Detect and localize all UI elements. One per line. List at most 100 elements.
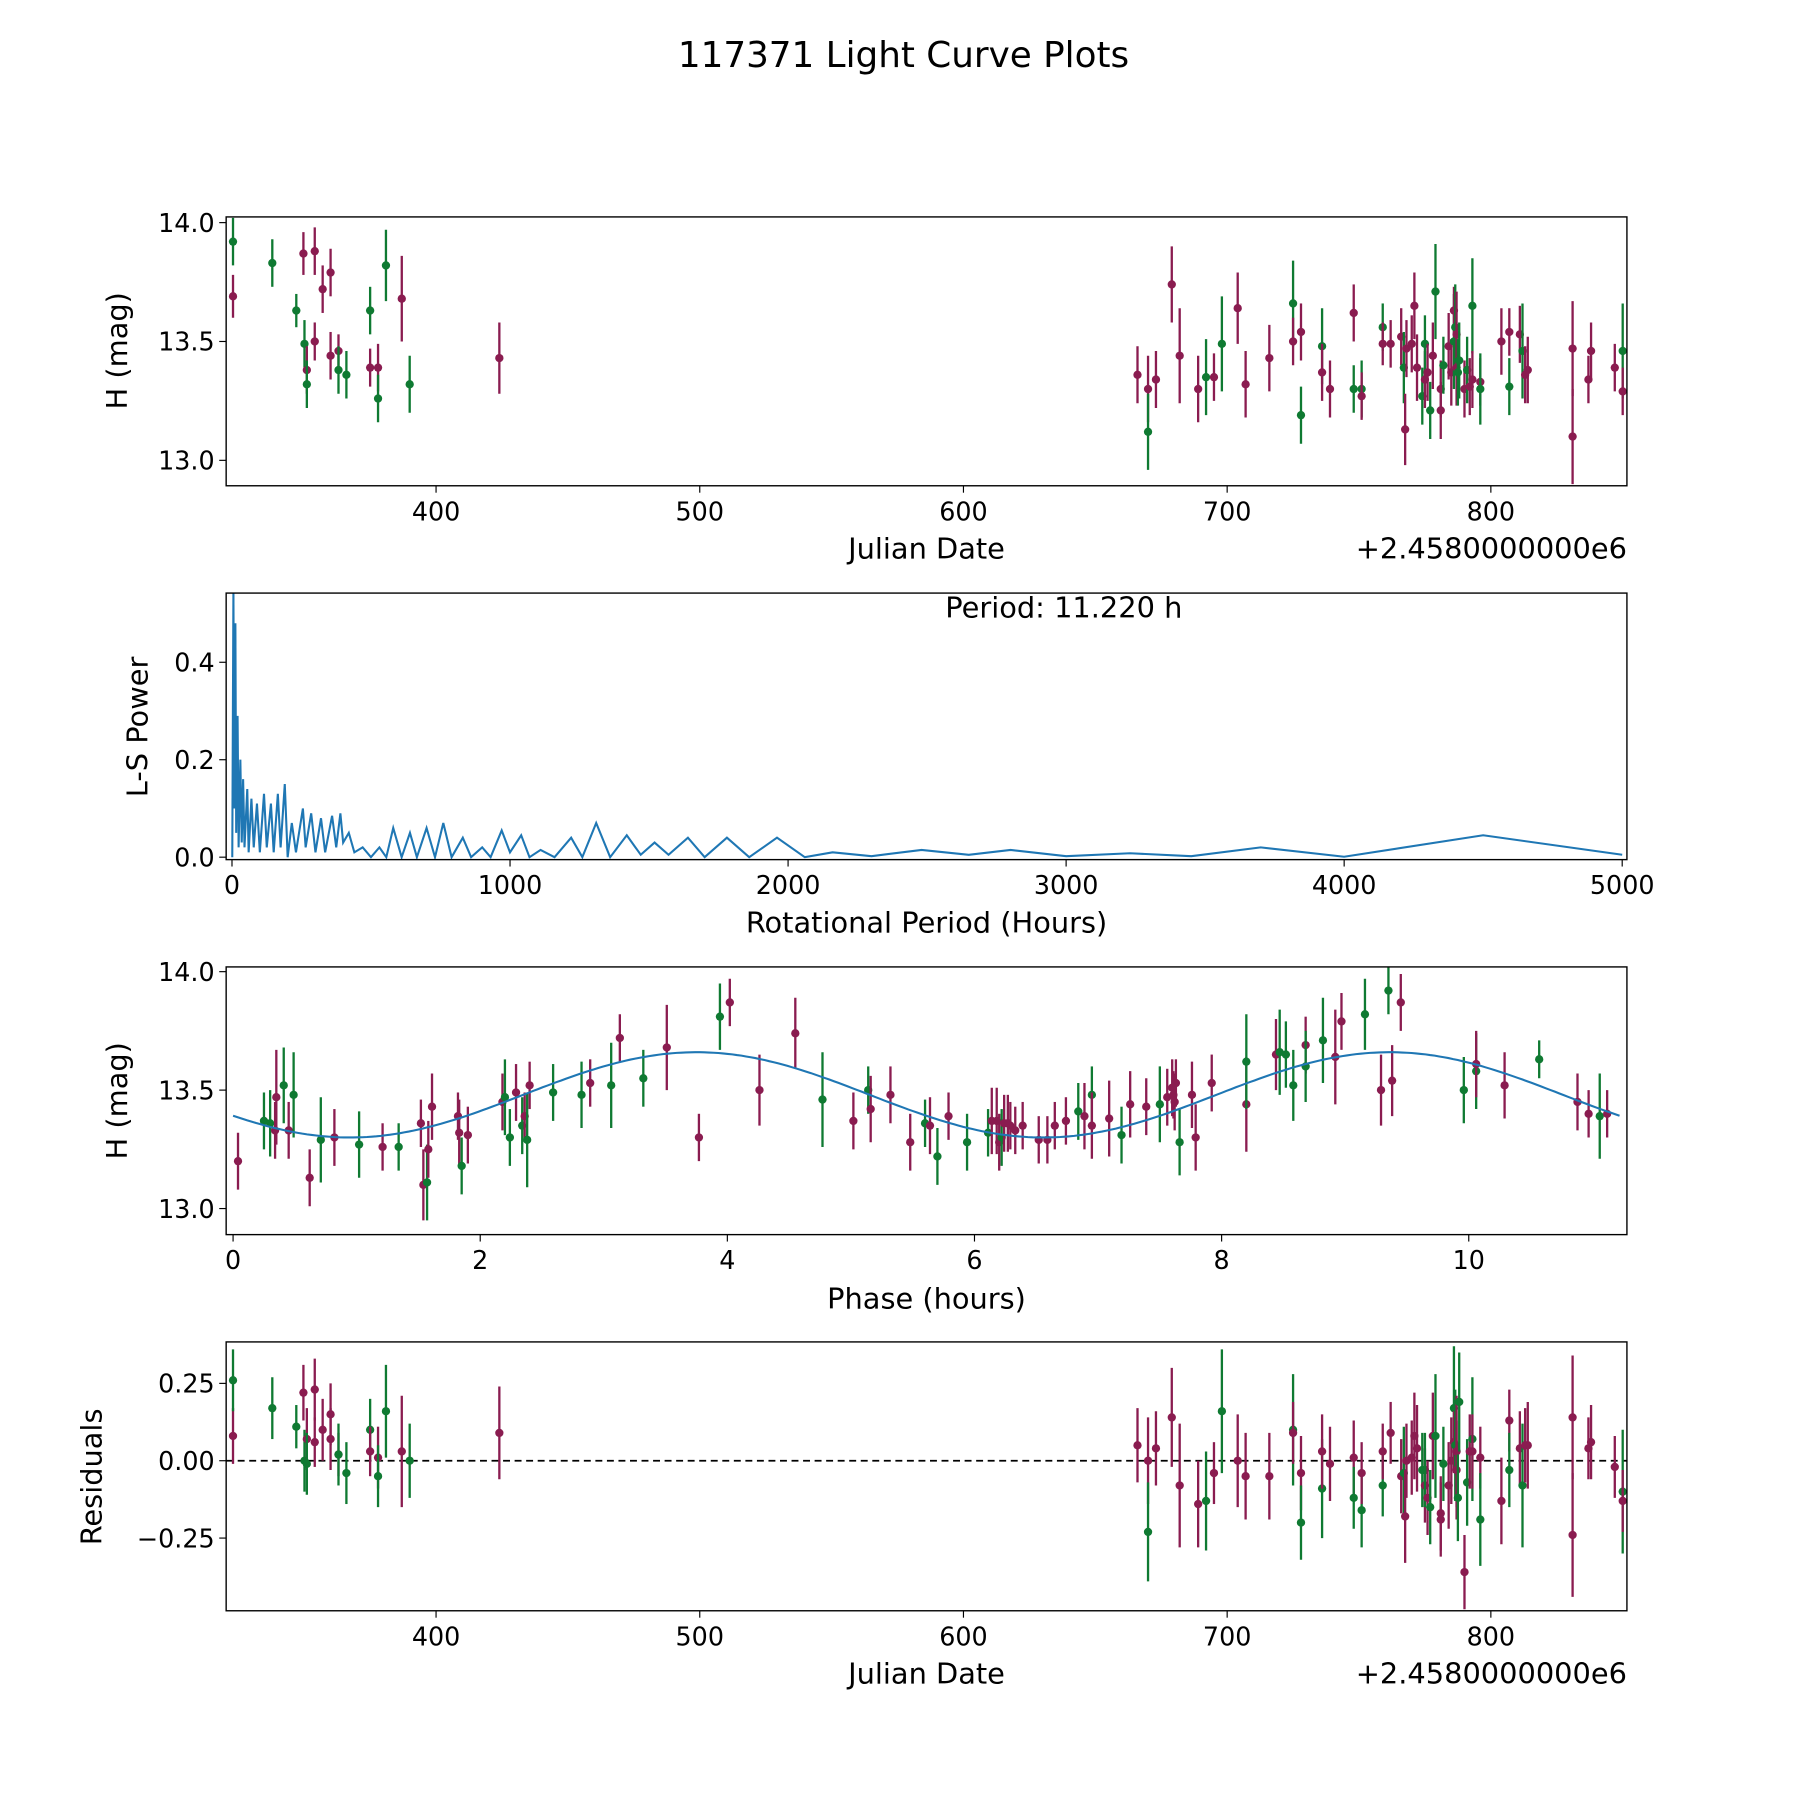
- rs-ytick-label: −0.25: [137, 1523, 215, 1553]
- ph-point-marker: [1087, 1121, 1097, 1130]
- lc-point-marker: [1167, 280, 1176, 289]
- lc-xtick-label: 800: [1467, 496, 1515, 526]
- lc-point-marker: [1151, 375, 1161, 384]
- lc-point-marker: [1568, 344, 1577, 353]
- rs-point-marker: [1233, 1456, 1242, 1465]
- ph-point-marker: [933, 1152, 942, 1161]
- lc-point-marker: [1400, 425, 1410, 434]
- ph-point-marker: [1289, 1081, 1298, 1090]
- ph-point-marker: [849, 1116, 858, 1126]
- rs-point-marker: [1143, 1527, 1153, 1537]
- lc-point-marker: [1618, 346, 1627, 356]
- ph-point-marker: [715, 1012, 725, 1021]
- rs-xtick-label: 400: [412, 1621, 460, 1651]
- lc-point-marker: [1296, 411, 1306, 420]
- ph-point-marker: [1155, 1100, 1164, 1109]
- rs-point-marker: [1265, 1472, 1274, 1481]
- ph-point-marker: [394, 1142, 403, 1152]
- ph-point-marker: [1105, 1114, 1114, 1123]
- ph-point-marker: [1318, 1036, 1328, 1045]
- ph-point-marker: [316, 1135, 325, 1145]
- rs-xtick-label: 600: [939, 1621, 987, 1651]
- ph-point-marker: [505, 1133, 515, 1142]
- ls-ylabel: L-S Power: [121, 656, 155, 797]
- rs-point-marker: [1523, 1441, 1532, 1450]
- rs-point-marker: [1175, 1481, 1184, 1490]
- ls-xtick-label: 5000: [1590, 870, 1655, 900]
- ph-point-marker: [755, 1085, 764, 1095]
- rs-point-marker: [1201, 1496, 1211, 1506]
- ph-point-marker: [1459, 1085, 1468, 1095]
- rs-point-marker: [1288, 1428, 1298, 1438]
- rs-point-marker: [1378, 1481, 1387, 1490]
- ph-point-marker: [1080, 1112, 1089, 1121]
- ls-xlabel: Rotational Period (Hours): [746, 905, 1107, 939]
- lc-point-marker: [1296, 327, 1306, 337]
- lc-point-marker: [1412, 363, 1422, 372]
- lc-point-marker: [405, 380, 414, 389]
- lc-point-marker: [1265, 353, 1274, 363]
- ph-point-marker: [1584, 1109, 1593, 1118]
- lc-point-marker: [1505, 382, 1514, 391]
- lc-point-marker: [1453, 368, 1463, 377]
- lc-point-marker: [1209, 372, 1219, 382]
- lc-point-marker: [1426, 406, 1435, 415]
- ph-frame: [225, 966, 1628, 1236]
- rs-point-marker: [1133, 1441, 1142, 1450]
- ph-point-marker: [607, 1081, 616, 1090]
- rs-point-marker: [1505, 1465, 1514, 1475]
- ph-point-marker: [1175, 1138, 1184, 1147]
- rs-point-marker: [302, 1459, 311, 1468]
- lc-point-marker: [1455, 356, 1464, 365]
- lc-point-marker: [1193, 384, 1203, 394]
- rs-point-marker: [1505, 1416, 1514, 1425]
- ph-point-marker: [1171, 1078, 1181, 1088]
- rs-frame: [225, 1341, 1628, 1612]
- ph-point-marker: [500, 1093, 510, 1102]
- lc-point-marker: [1423, 368, 1432, 377]
- lc-xlabel: Julian Date: [846, 531, 1005, 565]
- ph-point-marker: [511, 1088, 521, 1097]
- rs-xlabel: Julian Date: [846, 1656, 1005, 1690]
- lc-point-marker: [334, 365, 343, 375]
- ph-point-marker: [925, 1121, 935, 1130]
- lc-point-marker: [1468, 375, 1477, 384]
- lc-point-marker: [1241, 380, 1250, 389]
- lc-point-marker: [310, 337, 319, 346]
- lc-point-marker: [1378, 339, 1387, 349]
- ph-xtick-label: 6: [966, 1245, 982, 1275]
- rs-point-marker: [1296, 1468, 1306, 1478]
- ph-point-marker: [639, 1074, 648, 1083]
- rs-point-marker: [1518, 1481, 1527, 1490]
- rs-x-offset: +2.4580000000e6: [1356, 1656, 1627, 1690]
- rs-point-marker: [1468, 1447, 1477, 1456]
- ph-point-marker: [615, 1033, 624, 1043]
- rs-point-marker: [1476, 1453, 1485, 1462]
- lc-point-marker: [1288, 337, 1298, 346]
- ph-point-marker: [525, 1081, 534, 1090]
- ls-ytick-label: 0.4: [174, 648, 214, 678]
- rs-point-marker: [310, 1385, 319, 1394]
- lc-point-marker: [373, 394, 383, 403]
- lc-frame: [225, 216, 1628, 487]
- rs-point-marker: [1357, 1468, 1366, 1478]
- ph-point-marker: [1242, 1057, 1251, 1066]
- ls-frame: [225, 592, 1628, 861]
- rs-point-marker: [299, 1388, 308, 1397]
- ph-point-marker: [289, 1090, 298, 1100]
- ph-point-marker: [1011, 1126, 1020, 1135]
- ph-point-marker: [1061, 1116, 1071, 1126]
- lc-point-marker: [1523, 365, 1532, 375]
- ph-point-marker: [1018, 1121, 1027, 1130]
- lc-point-marker: [310, 246, 319, 256]
- lc-point-marker: [1439, 361, 1448, 370]
- ph-ylabel: H (mag): [100, 1042, 134, 1159]
- rs-point-marker: [228, 1376, 238, 1385]
- ph-point-marker: [906, 1138, 915, 1147]
- ph-point-marker: [427, 1102, 437, 1111]
- ph-point-marker: [1050, 1121, 1059, 1130]
- lc-point-marker: [228, 292, 238, 301]
- ph-point-marker: [422, 1178, 432, 1187]
- rs-point-marker: [405, 1456, 414, 1465]
- rs-point-marker: [1209, 1468, 1219, 1478]
